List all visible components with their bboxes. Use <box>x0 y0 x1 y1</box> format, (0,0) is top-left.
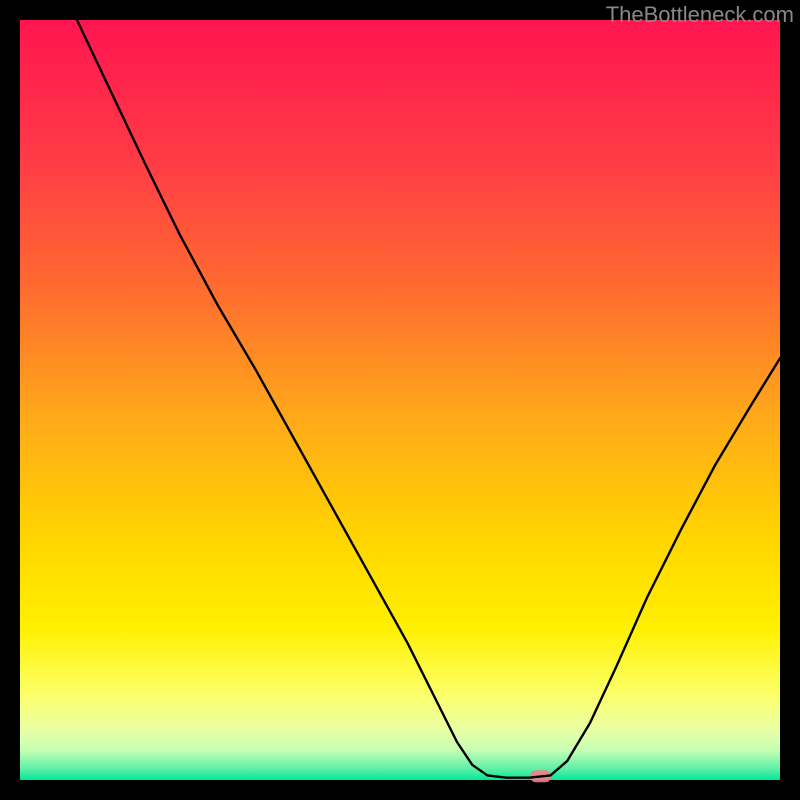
plot-background <box>20 20 780 780</box>
watermark-text: TheBottleneck.com <box>606 2 794 28</box>
bottleneck-chart <box>0 0 800 800</box>
chart-stage: TheBottleneck.com <box>0 0 800 800</box>
